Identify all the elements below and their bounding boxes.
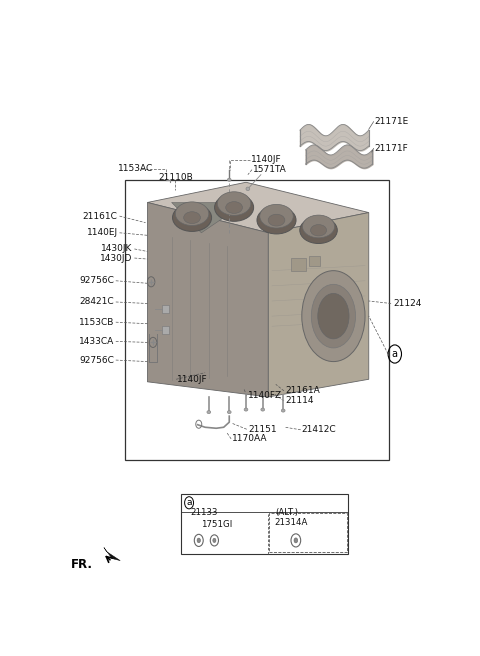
Ellipse shape bbox=[226, 201, 242, 213]
Ellipse shape bbox=[217, 192, 251, 215]
Polygon shape bbox=[147, 182, 369, 233]
Text: 1153CB: 1153CB bbox=[79, 318, 114, 327]
Text: 21124: 21124 bbox=[393, 299, 421, 308]
Bar bbox=[181, 494, 348, 554]
Text: 21133: 21133 bbox=[190, 508, 218, 517]
Polygon shape bbox=[147, 203, 268, 397]
Text: 1571TA: 1571TA bbox=[252, 165, 287, 174]
Text: (ALT.): (ALT.) bbox=[276, 508, 299, 517]
Polygon shape bbox=[268, 213, 369, 397]
Bar bbox=[125, 180, 389, 460]
Text: 1170AA: 1170AA bbox=[232, 434, 268, 443]
Ellipse shape bbox=[312, 284, 356, 348]
Text: 92756C: 92756C bbox=[79, 356, 114, 365]
Ellipse shape bbox=[184, 212, 201, 224]
Ellipse shape bbox=[260, 205, 293, 228]
Text: 21151: 21151 bbox=[248, 425, 276, 434]
Ellipse shape bbox=[281, 409, 285, 412]
Bar bbox=[162, 304, 169, 313]
Bar bbox=[162, 326, 169, 335]
Ellipse shape bbox=[302, 215, 335, 238]
Ellipse shape bbox=[228, 178, 231, 181]
Text: 21114: 21114 bbox=[285, 396, 313, 405]
Text: 21412C: 21412C bbox=[302, 425, 336, 434]
Ellipse shape bbox=[311, 224, 326, 236]
Text: 1153AC: 1153AC bbox=[118, 164, 153, 173]
Text: 21171F: 21171F bbox=[374, 144, 408, 153]
Text: 21314A: 21314A bbox=[275, 518, 308, 527]
Ellipse shape bbox=[215, 194, 253, 221]
Text: 1433CA: 1433CA bbox=[79, 337, 114, 346]
Text: 28421C: 28421C bbox=[79, 297, 114, 306]
Ellipse shape bbox=[300, 217, 337, 243]
Ellipse shape bbox=[268, 215, 285, 226]
Text: 1430JK: 1430JK bbox=[101, 245, 132, 253]
Ellipse shape bbox=[261, 408, 264, 411]
Text: 1751GI: 1751GI bbox=[202, 520, 233, 529]
Circle shape bbox=[294, 538, 298, 543]
Text: 1140JF: 1140JF bbox=[251, 155, 281, 164]
Text: 21161C: 21161C bbox=[83, 212, 118, 220]
Circle shape bbox=[197, 538, 201, 543]
Text: 21171E: 21171E bbox=[374, 117, 408, 126]
Ellipse shape bbox=[244, 408, 248, 411]
Circle shape bbox=[213, 539, 216, 543]
Ellipse shape bbox=[302, 271, 365, 361]
Ellipse shape bbox=[228, 411, 231, 414]
Ellipse shape bbox=[318, 293, 349, 339]
Text: 1140JF: 1140JF bbox=[177, 375, 208, 384]
Text: 1140FZ: 1140FZ bbox=[248, 392, 282, 400]
Bar bbox=[290, 258, 305, 271]
Text: 1430JD: 1430JD bbox=[100, 253, 132, 262]
Ellipse shape bbox=[175, 202, 209, 226]
Bar bbox=[309, 256, 321, 266]
Text: 92756C: 92756C bbox=[79, 276, 114, 285]
Ellipse shape bbox=[172, 204, 212, 232]
Ellipse shape bbox=[207, 411, 211, 414]
Text: 1140EJ: 1140EJ bbox=[86, 228, 118, 237]
Text: FR.: FR. bbox=[71, 558, 93, 571]
Text: 21110B: 21110B bbox=[158, 173, 193, 182]
Ellipse shape bbox=[257, 207, 296, 234]
Ellipse shape bbox=[246, 187, 250, 191]
Text: 21161A: 21161A bbox=[285, 386, 320, 396]
Polygon shape bbox=[172, 203, 246, 233]
Text: a: a bbox=[392, 349, 398, 359]
Polygon shape bbox=[104, 548, 120, 561]
Text: a: a bbox=[186, 499, 192, 507]
Bar bbox=[269, 513, 347, 552]
